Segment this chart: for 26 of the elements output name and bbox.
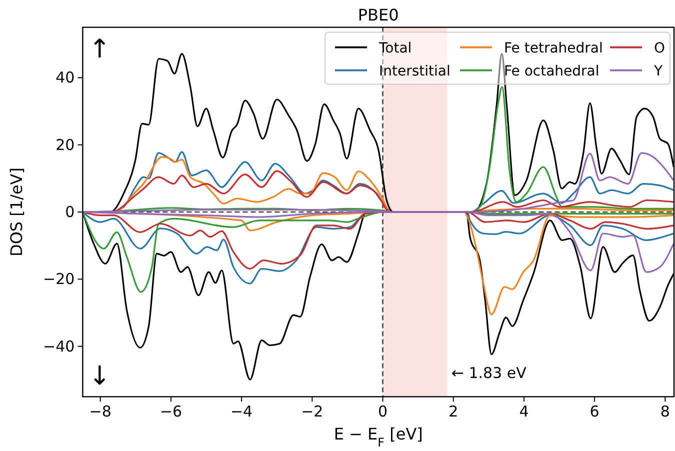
annotation: ↓	[88, 362, 111, 392]
legend-label: Fe tetrahedral	[504, 40, 603, 56]
x-tick-label: 4	[519, 402, 529, 421]
x-tick-label: 0	[378, 402, 388, 421]
y-tick-label: 20	[56, 136, 75, 154]
legend-label: O	[654, 40, 666, 56]
annotation: ← 1.83 eV	[451, 364, 528, 382]
x-tick-label: −4	[230, 402, 253, 421]
x-tick-label: 8	[660, 402, 670, 421]
annotation: ↑	[88, 34, 111, 64]
x-tick-label: 2	[448, 402, 458, 421]
x-tick-label: −6	[160, 402, 182, 421]
legend-label: Total	[378, 40, 412, 56]
x-tick-label: 6	[590, 402, 600, 421]
legend-label: Fe octahedral	[504, 63, 600, 80]
y-tick-label: 0	[65, 203, 75, 221]
chart-title: PBE0	[358, 5, 399, 24]
y-axis-title: DOS [1/eV]	[7, 168, 26, 256]
y-tick-label: −20	[43, 270, 75, 288]
legend-label: Y	[653, 63, 663, 80]
x-tick-label: −2	[301, 402, 324, 421]
x-tick-label: −8	[89, 402, 112, 421]
legend-label: Interstitial	[379, 63, 450, 80]
y-tick-label: 40	[56, 68, 75, 87]
x-axis-title: E − E$_{F}$ [eV]	[334, 424, 423, 450]
y-tick-label: −40	[43, 337, 75, 356]
